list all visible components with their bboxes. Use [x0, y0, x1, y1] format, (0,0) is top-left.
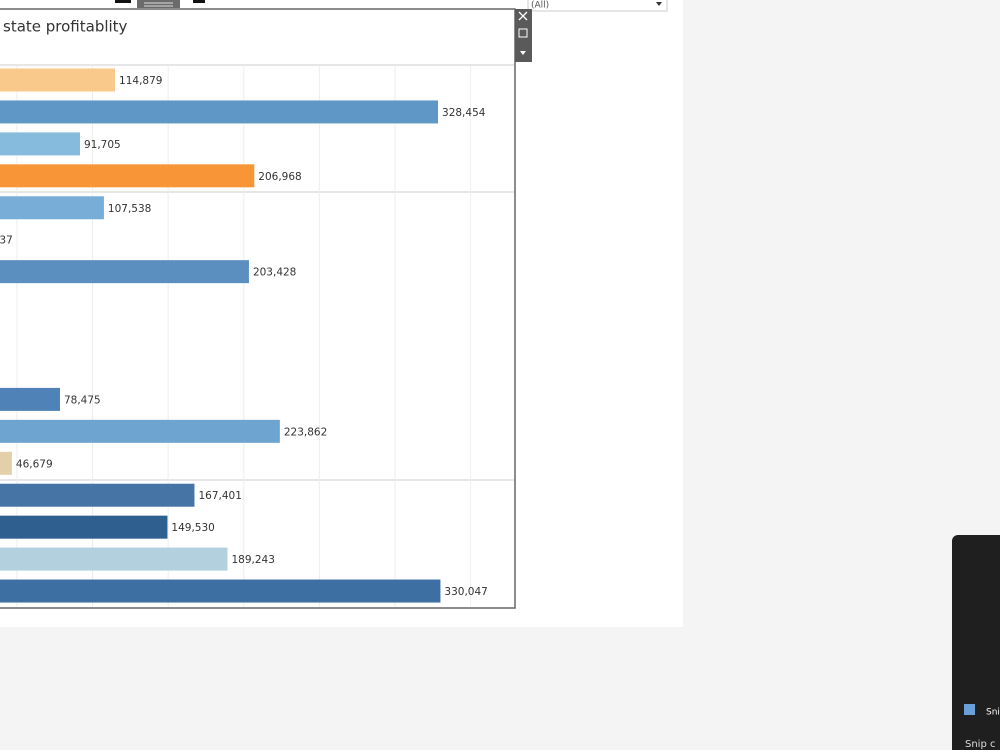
filter-value: (All)	[531, 1, 549, 11]
value-label: 167,401	[198, 490, 241, 502]
bar	[0, 164, 255, 188]
header-fragment	[115, 0, 131, 3]
bar	[0, 387, 60, 411]
chart-controls	[515, 9, 532, 62]
snip-text: Snip c	[965, 739, 996, 750]
value-label: 203,428	[253, 267, 296, 279]
value-label: 189,243	[231, 554, 274, 566]
snip-icon	[964, 704, 975, 715]
value-label: 78,475	[64, 394, 101, 406]
toolbar-button[interactable]	[137, 0, 180, 8]
value-label: 149,530	[171, 522, 214, 534]
bar	[0, 132, 80, 156]
bar	[0, 419, 280, 443]
value-label: 91,705	[84, 139, 121, 151]
bar	[0, 100, 439, 124]
value-label: 107,538	[108, 203, 151, 215]
bar	[0, 515, 168, 539]
value-label: 330,047	[444, 586, 487, 598]
value-label: 46,679	[16, 458, 53, 470]
close-button[interactable]	[518, 11, 528, 21]
bar	[0, 483, 195, 507]
value-label: 114,879	[119, 75, 162, 87]
value-label: 328,454	[442, 107, 486, 119]
bar	[0, 579, 441, 603]
dropdown-arrow	[656, 2, 662, 6]
chart-title: state profitablity	[3, 18, 128, 36]
bar	[0, 260, 249, 284]
snip-popup[interactable]	[952, 535, 1000, 750]
menu-button[interactable]	[520, 51, 526, 55]
header-fragment	[193, 0, 205, 3]
bar	[0, 196, 104, 220]
filter-dropdown[interactable]	[527, 0, 668, 12]
bar	[0, 451, 12, 475]
value-label: 223,862	[284, 426, 327, 438]
bar	[0, 547, 228, 571]
snip-title: Sni	[986, 708, 1000, 718]
chart: state profitablity 114,879 328,454 91,705 2…	[0, 8, 516, 609]
bar	[0, 68, 116, 92]
value-label: 206,968	[258, 171, 301, 183]
value-label: ,137	[0, 235, 13, 247]
popout-button[interactable]	[518, 28, 528, 38]
